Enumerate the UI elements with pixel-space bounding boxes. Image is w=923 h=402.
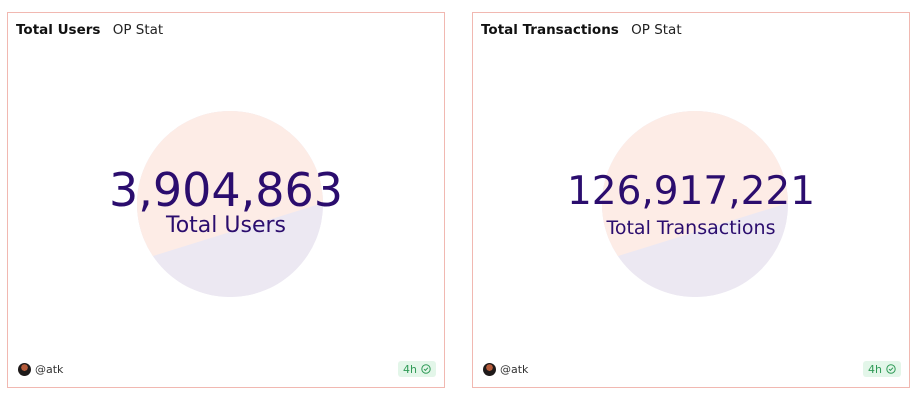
author-link[interactable]: @atk <box>483 361 528 377</box>
refresh-status-badge[interactable]: 4h <box>863 361 901 377</box>
stat-label: Total Users <box>166 213 286 238</box>
age-label: 4h <box>868 362 882 376</box>
card-footer: @atk 4h <box>18 361 436 377</box>
avatar <box>483 362 496 376</box>
author-name: @atk <box>500 362 529 376</box>
age-label: 4h <box>403 362 417 376</box>
stat-label: Total Transactions <box>606 217 776 239</box>
refresh-status-badge[interactable]: 4h <box>398 361 436 377</box>
card-subtitle: OP Stat <box>631 22 682 38</box>
stat-value: 3,904,863 <box>108 163 344 217</box>
background-disc <box>137 111 323 297</box>
card-title[interactable]: Total Users <box>16 22 101 38</box>
background-disc <box>602 111 788 297</box>
counter-card-total-users: Total Users OP Stat 3,904,863 Total User… <box>7 12 445 388</box>
disc-graphic <box>602 111 788 297</box>
author-name: @atk <box>35 362 64 376</box>
counter-card-total-transactions: Total Transactions OP Stat 126,917,221 T… <box>472 12 910 388</box>
author-link[interactable]: @atk <box>18 361 63 377</box>
check-circle-icon <box>886 364 896 374</box>
check-circle-icon <box>421 364 431 374</box>
stat-value: 126,917,221 <box>566 169 816 214</box>
card-subtitle: OP Stat <box>112 22 164 38</box>
card-header: Total Transactions OP Stat <box>481 22 682 38</box>
avatar <box>18 362 31 376</box>
card-title[interactable]: Total Transactions <box>481 22 619 38</box>
card-footer: @atk 4h <box>483 361 901 377</box>
card-header: Total Users OP Stat <box>16 22 163 38</box>
disc-graphic <box>137 111 323 297</box>
